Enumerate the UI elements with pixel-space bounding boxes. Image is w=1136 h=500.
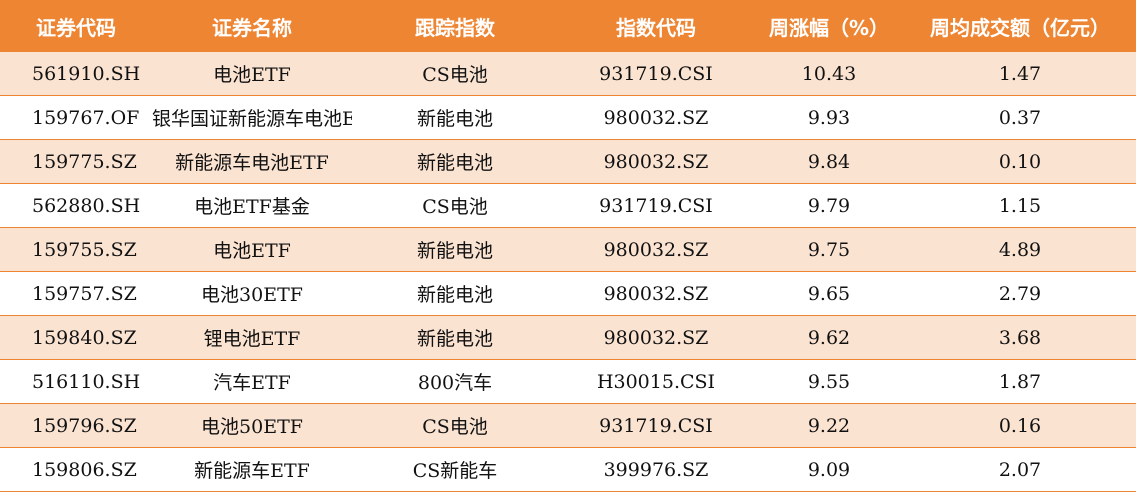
cell-security-name: 电池30ETF bbox=[201, 284, 303, 306]
cell-security-name: 锂电池ETF bbox=[203, 328, 301, 350]
cell-tracking-index: CS电池 bbox=[422, 64, 488, 86]
table-row: 159840.SZ 锂电池ETF 新能电池 980032.SZ 9.62 3.6… bbox=[0, 316, 1136, 360]
cell-security-name: 电池50ETF bbox=[201, 416, 303, 438]
cell-weekly-change: 10.43 bbox=[801, 62, 857, 85]
cell-weekly-avg-turnover: 3.68 bbox=[998, 326, 1042, 349]
cell-weekly-avg-turnover: 0.16 bbox=[998, 414, 1042, 437]
cell-weekly-change: 9.93 bbox=[807, 106, 851, 129]
cell-index-code: 931719.CSI bbox=[599, 414, 713, 437]
cell-weekly-avg-turnover: 1.15 bbox=[998, 194, 1042, 217]
cell-security-code: 159767.OF bbox=[32, 106, 140, 129]
cell-security-code: 159840.SZ bbox=[32, 326, 137, 349]
cell-security-name: 电池ETF基金 bbox=[194, 196, 310, 218]
cell-index-code: 980032.SZ bbox=[603, 106, 709, 129]
header-weekly-change: 周涨幅（%） bbox=[768, 15, 890, 40]
cell-weekly-change: 9.22 bbox=[807, 414, 851, 437]
cell-weekly-avg-turnover: 1.87 bbox=[998, 370, 1042, 393]
table-row: 516110.SH 汽车ETF 800汽车 H30015.CSI 9.55 1.… bbox=[0, 360, 1136, 404]
table-row: 159755.SZ 电池ETF 新能电池 980032.SZ 9.75 4.89 bbox=[0, 228, 1136, 272]
cell-security-name: 电池ETF bbox=[213, 64, 291, 86]
cell-weekly-change: 9.65 bbox=[807, 282, 851, 305]
cell-index-code: 931719.CSI bbox=[599, 62, 713, 85]
cell-security-name: 电池ETF bbox=[213, 240, 291, 262]
cell-weekly-change: 9.55 bbox=[807, 370, 851, 393]
cell-index-code: 980032.SZ bbox=[603, 282, 709, 305]
cell-security-code: 561910.SH bbox=[32, 62, 141, 85]
cell-weekly-avg-turnover: 2.79 bbox=[998, 282, 1042, 305]
cell-tracking-index: 新能电池 bbox=[416, 328, 493, 350]
cell-tracking-index: 新能电池 bbox=[416, 152, 493, 174]
cell-tracking-index: CS新能车 bbox=[412, 460, 498, 482]
cell-security-code: 159757.SZ bbox=[32, 282, 137, 305]
header-tracking-index: 跟踪指数 bbox=[415, 15, 495, 40]
cell-index-code: 980032.SZ bbox=[603, 326, 709, 349]
cell-weekly-change: 9.62 bbox=[807, 326, 851, 349]
cell-tracking-index: 新能电池 bbox=[416, 240, 493, 262]
table-row: 159796.SZ 电池50ETF CS电池 931719.CSI 9.22 0… bbox=[0, 404, 1136, 448]
table-row: 561910.SH 电池ETF CS电池 931719.CSI 10.43 1.… bbox=[0, 52, 1136, 96]
cell-weekly-avg-turnover: 2.07 bbox=[998, 458, 1042, 481]
cell-weekly-avg-turnover: 0.10 bbox=[998, 150, 1042, 173]
cell-security-code: 516110.SH bbox=[32, 370, 141, 393]
cell-security-code: 159806.SZ bbox=[32, 458, 137, 481]
cell-index-code: 399976.SZ bbox=[603, 458, 709, 481]
header-security-name: 证券名称 bbox=[212, 15, 292, 40]
table-row: 562880.SH 电池ETF基金 CS电池 931719.CSI 9.79 1… bbox=[0, 184, 1136, 228]
cell-tracking-index: CS电池 bbox=[422, 416, 488, 438]
header-weekly-avg-turnover: 周均成交额（亿元） bbox=[930, 15, 1110, 40]
cell-weekly-avg-turnover: 0.37 bbox=[998, 106, 1042, 129]
cell-security-code: 159755.SZ bbox=[32, 238, 137, 261]
cell-index-code: 931719.CSI bbox=[599, 194, 713, 217]
table-row: 159806.SZ 新能源车ETF CS新能车 399976.SZ 9.09 2… bbox=[0, 448, 1136, 492]
cell-index-code: 980032.SZ bbox=[603, 238, 709, 261]
cell-security-name: 新能源车ETF bbox=[194, 460, 310, 482]
cell-tracking-index: CS电池 bbox=[422, 196, 488, 218]
cell-weekly-change: 9.09 bbox=[807, 458, 851, 481]
table-header: 证券代码 证券名称 跟踪指数 指数代码 周涨幅（%） 周均成交额（亿元） bbox=[0, 0, 1136, 52]
header-security-code: 证券代码 bbox=[36, 15, 116, 40]
table-row: 159757.SZ 电池30ETF 新能电池 980032.SZ 9.65 2.… bbox=[0, 272, 1136, 316]
cell-weekly-change: 9.84 bbox=[807, 150, 851, 173]
cell-tracking-index: 新能电池 bbox=[416, 284, 493, 306]
cell-security-code: 159796.SZ bbox=[32, 414, 137, 437]
cell-weekly-change: 9.75 bbox=[807, 238, 851, 261]
cell-security-name: 新能源车电池ETF bbox=[175, 152, 329, 174]
cell-security-code: 562880.SH bbox=[32, 194, 141, 217]
cell-weekly-avg-turnover: 1.47 bbox=[998, 62, 1042, 85]
cell-security-name: 银华国证新能源车电池ETF bbox=[152, 108, 352, 130]
cell-security-name: 汽车ETF bbox=[213, 372, 291, 394]
table-row: 159775.SZ 新能源车电池ETF 新能电池 980032.SZ 9.84 … bbox=[0, 140, 1136, 184]
cell-tracking-index: 新能电池 bbox=[416, 108, 493, 130]
cell-tracking-index: 800汽车 bbox=[417, 372, 493, 394]
table-row: 159767.OF 银华国证新能源车电池ETF 新能电池 980032.SZ 9… bbox=[0, 96, 1136, 140]
cell-weekly-change: 9.79 bbox=[807, 194, 851, 217]
header-index-code: 指数代码 bbox=[616, 15, 696, 40]
cell-index-code: 980032.SZ bbox=[603, 150, 709, 173]
cell-weekly-avg-turnover: 4.89 bbox=[998, 238, 1042, 261]
cell-index-code: H30015.CSI bbox=[596, 370, 716, 393]
cell-security-code: 159775.SZ bbox=[32, 150, 137, 173]
